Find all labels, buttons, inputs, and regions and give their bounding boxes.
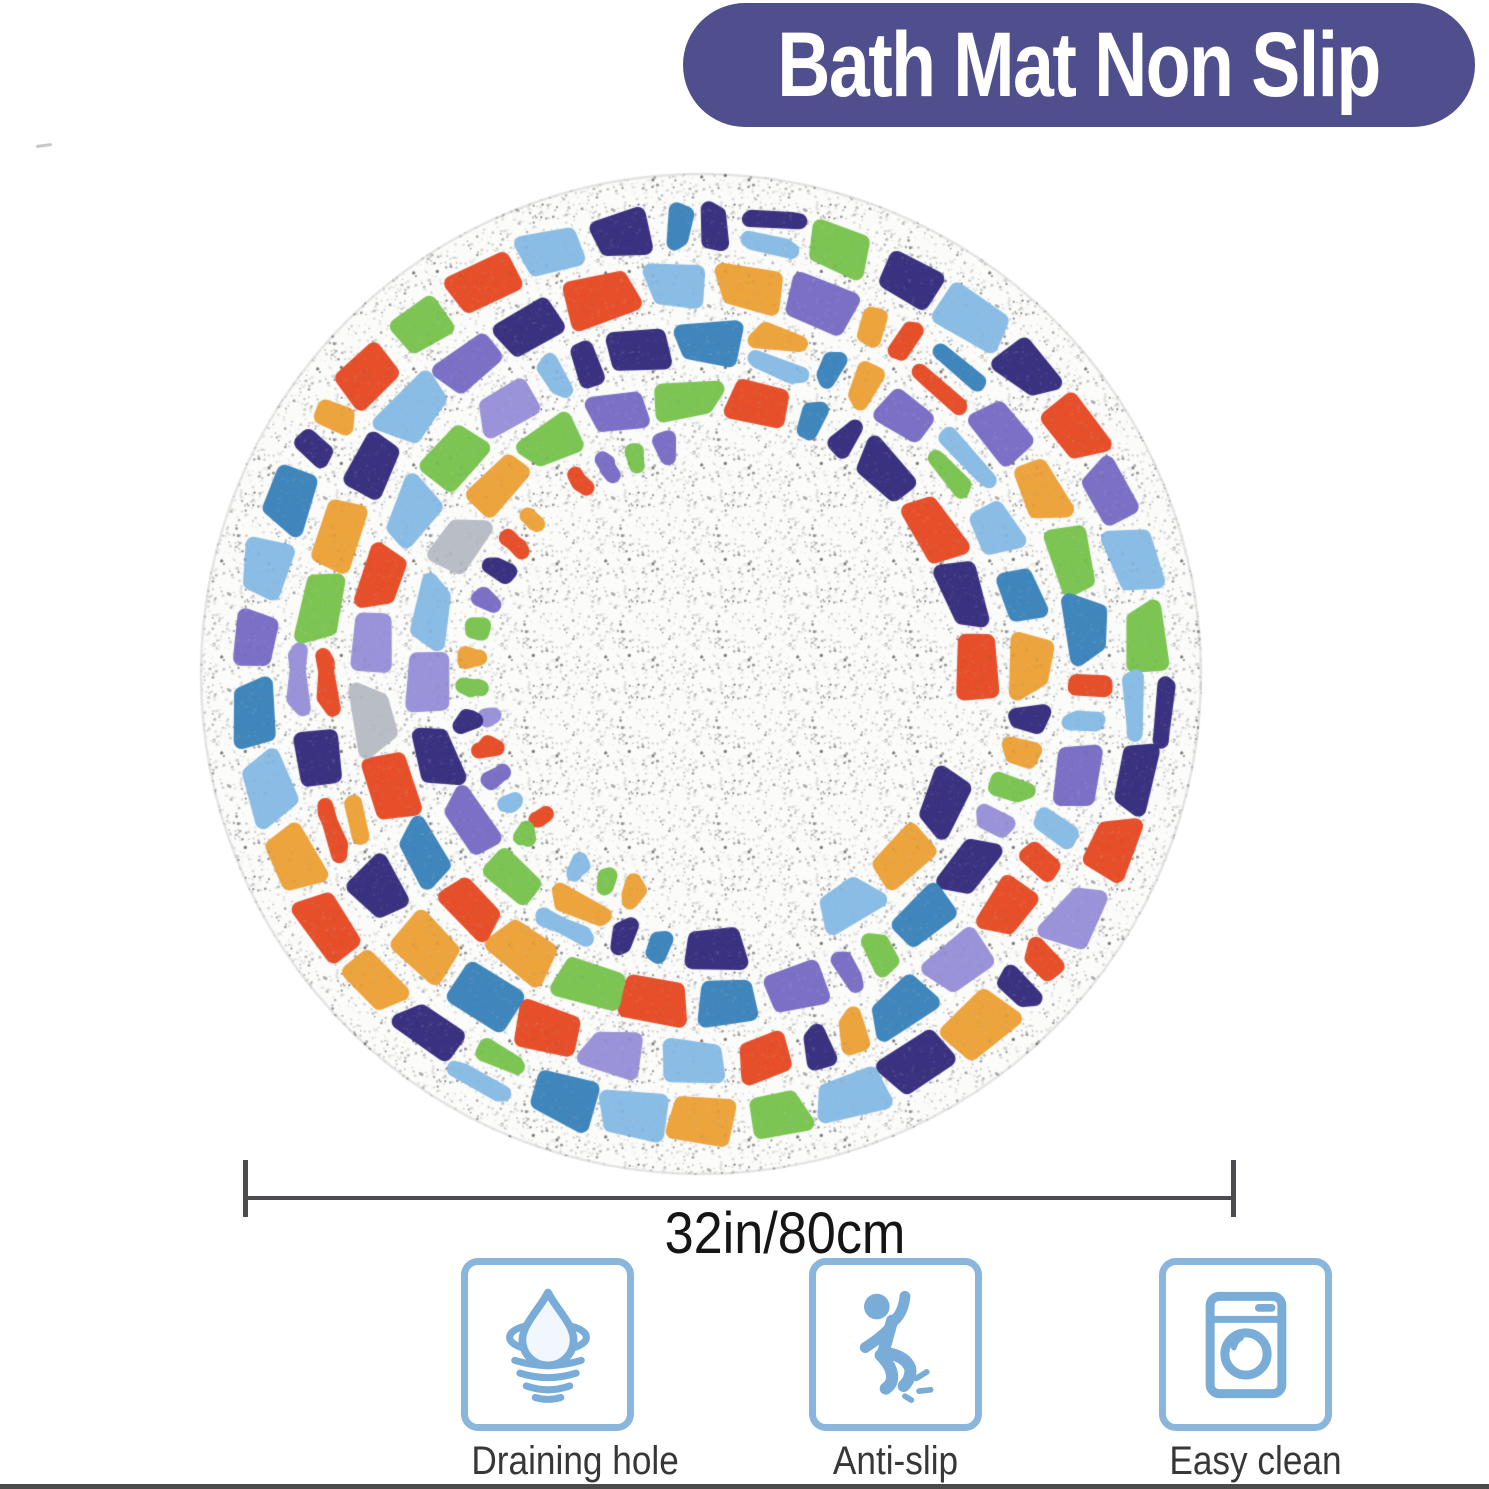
feature-anti-slip: Anti-slip — [809, 1258, 982, 1484]
footer-divider-line — [0, 1484, 1489, 1489]
easy-clean-icon — [1205, 1291, 1286, 1398]
draining-hole-icon — [505, 1288, 590, 1403]
anti-slip-icon — [859, 1290, 933, 1403]
feature-label: Easy clean — [1169, 1439, 1342, 1483]
easy-clean-icon-box — [1159, 1258, 1332, 1431]
feature-label: Draining hole — [471, 1439, 679, 1483]
dimension-tick-right — [1231, 1160, 1236, 1217]
dimension-line — [246, 1196, 1232, 1200]
feature-easy-clean: Easy clean — [1159, 1258, 1342, 1484]
dimension-label: 32in/80cm — [664, 1201, 906, 1266]
scan-artifact — [35, 142, 53, 149]
dimension-tick-left — [243, 1160, 248, 1217]
feature-draining-hole: Draining hole — [461, 1258, 679, 1484]
anti-slip-icon-box — [809, 1258, 982, 1431]
draining-hole-icon-box — [461, 1258, 634, 1431]
feature-label: Anti-slip — [832, 1439, 959, 1483]
bath-mat-product-photo — [191, 164, 1211, 1184]
title-banner: Bath Mat Non Slip — [683, 3, 1475, 127]
title-text: Bath Mat Non Slip — [777, 13, 1382, 116]
